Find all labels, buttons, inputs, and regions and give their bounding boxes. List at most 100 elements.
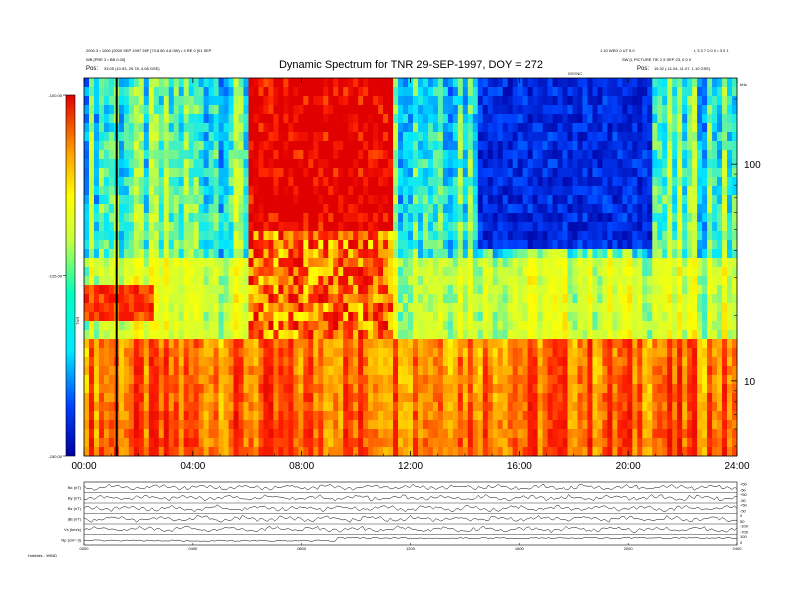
spectrogram-cell: [587, 375, 593, 385]
spectrogram-cell: [313, 195, 319, 205]
spectrogram-cell: [258, 204, 264, 214]
spectrogram-cell: [283, 438, 289, 448]
spectrogram-cell: [368, 393, 374, 403]
spectrogram-cell: [447, 375, 454, 385]
spectrogram-cell: [258, 123, 264, 133]
spectrogram-cell: [432, 240, 439, 250]
spectrogram-cell: [512, 384, 519, 394]
spectrogram-cell: [108, 330, 115, 340]
spectrogram-cell: [253, 123, 259, 133]
spectrogram-cell: [517, 285, 524, 295]
spectrogram-cell: [88, 429, 95, 439]
spectrogram-cell: [657, 348, 663, 358]
spectrogram-cell: [213, 186, 219, 196]
spectrogram-cell: [517, 249, 524, 259]
spectrogram-cell: [632, 159, 638, 169]
spectrogram-cell: [408, 240, 414, 250]
spectrogram-cell: [203, 105, 210, 115]
spectrogram-cell: [637, 150, 643, 160]
spectrogram-cell: [383, 132, 389, 142]
spectrogram-cell: [522, 402, 529, 412]
spectrogram-cell: [567, 87, 573, 97]
spectrogram-cell: [467, 222, 474, 232]
spectrogram-cell: [303, 429, 309, 439]
spectrogram-cell: [572, 393, 578, 403]
spectrogram-cell: [467, 267, 474, 277]
spectrogram-cell: [567, 402, 573, 412]
spectrogram-cell: [587, 240, 593, 250]
spectrogram-cell: [248, 348, 254, 358]
spectrogram-cell: [647, 429, 653, 439]
spectrogram-cell: [233, 159, 239, 169]
spectrogram-cell: [84, 96, 90, 106]
spectrogram-cell: [587, 123, 593, 133]
spectrogram-cell: [198, 249, 205, 259]
spectrogram-cell: [258, 150, 264, 160]
spectrogram-cell: [108, 366, 115, 376]
spectrogram-cell: [333, 87, 339, 97]
spectrogram-cell: [612, 78, 618, 88]
spectrogram-cell: [637, 375, 643, 385]
spectrogram-cell: [173, 96, 180, 106]
spectrogram-cell: [173, 258, 180, 268]
spectrogram-cell: [527, 114, 534, 124]
spectrogram-cell: [607, 231, 613, 241]
spectrogram-cell: [417, 168, 424, 178]
spectrogram-cell: [412, 213, 419, 223]
spectrogram-cell: [253, 177, 259, 187]
spectrogram-cell: [408, 303, 414, 313]
spectrogram-cell: [408, 366, 414, 376]
spectrogram-cell: [657, 420, 663, 430]
spectrogram-cell: [657, 249, 663, 259]
spectrogram-cell: [393, 366, 399, 376]
spectrogram-cell: [173, 204, 180, 214]
spectrogram-cell: [398, 150, 404, 160]
spectrogram-cell: [567, 96, 573, 106]
spectrogram-cell: [403, 177, 409, 187]
spectrogram-cell: [353, 177, 359, 187]
spectrogram-cell: [447, 393, 454, 403]
spectrogram-cell: [522, 321, 529, 331]
spectrogram-cell: [607, 384, 613, 394]
spectrogram-cell: [258, 87, 264, 97]
spectrogram-cell: [148, 384, 155, 394]
spectrogram-cell: [313, 132, 319, 142]
spectrogram-cell: [338, 357, 344, 367]
spectrogram-cell: [188, 303, 195, 313]
spectrogram-cell: [582, 213, 588, 223]
spectrogram-cell: [233, 402, 239, 412]
spectrogram-cell: [412, 186, 419, 196]
spectrogram-cell: [497, 132, 504, 142]
spectrogram-cell: [442, 87, 449, 97]
spectrogram-cell: [288, 384, 294, 394]
spectrogram-cell: [637, 132, 643, 142]
spectrogram-cell: [522, 294, 529, 304]
spectrogram-cell: [592, 348, 598, 358]
spectrogram-cell: [412, 240, 419, 250]
spectrogram-cell: [552, 366, 558, 376]
spectrogram-cell: [437, 231, 444, 241]
spectrogram-cell: [517, 123, 524, 133]
spectrogram-cell: [103, 87, 110, 97]
spectrogram-cell: [617, 438, 623, 448]
spectrogram-cell: [148, 321, 155, 331]
spectrogram-cell: [143, 105, 150, 115]
spectrogram-cell: [333, 429, 339, 439]
spectrogram-cell: [358, 339, 364, 349]
spectrogram-cell: [358, 420, 364, 430]
spectrogram-cell: [298, 303, 304, 313]
spectrogram-cell: [143, 384, 150, 394]
spectrogram-cell: [173, 384, 180, 394]
spectrogram-cell: [368, 330, 374, 340]
spectrogram-cell: [373, 114, 379, 124]
spectrogram-cell: [283, 393, 289, 403]
spectrogram-cell: [497, 420, 504, 430]
spectrogram-cell: [353, 204, 359, 214]
spectrogram-cell: [542, 96, 548, 106]
spectrogram-cell: [577, 159, 583, 169]
spectrogram-cell: [253, 249, 259, 259]
spectrogram-cell: [627, 123, 633, 133]
spectrogram-cell: [203, 159, 210, 169]
spectrogram-cell: [143, 249, 150, 259]
spectrogram-cell: [208, 258, 214, 268]
